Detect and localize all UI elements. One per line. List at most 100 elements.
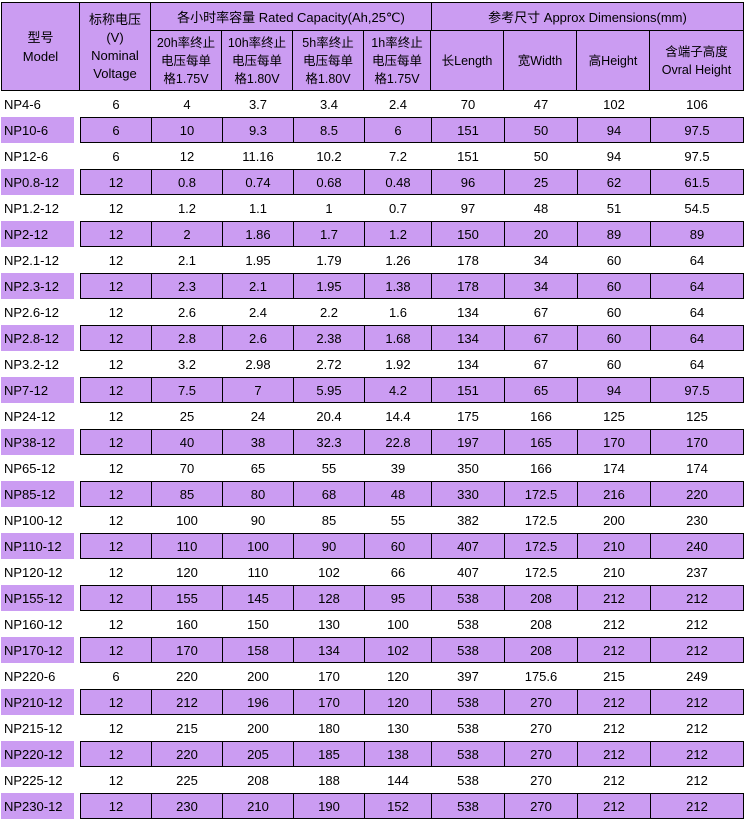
value-cell-overall-height: 64 bbox=[689, 304, 705, 320]
model-label: NP160-12 bbox=[4, 616, 63, 632]
value-cell-capacity-5h: 130 bbox=[318, 616, 340, 632]
table-row: NP110-12 12 110 100 90 60 407 172.5 210 … bbox=[1, 533, 744, 559]
value-cell-capacity-1h: 0.7 bbox=[388, 200, 408, 216]
value-cell-capacity-10h: 11.16 bbox=[242, 148, 274, 164]
value-cell-capacity-20h: 120 bbox=[176, 564, 198, 580]
value-cell-height: 212 bbox=[577, 742, 650, 766]
value-cell-length: 330 bbox=[431, 482, 504, 506]
value-cell-capacity-5h: 0.68 bbox=[293, 170, 364, 194]
model-cell: NP170-12 bbox=[1, 637, 80, 663]
value-cell-width: 67 bbox=[533, 304, 549, 320]
model-label: NP120-12 bbox=[4, 564, 63, 580]
model-label: NP2.1-12 bbox=[4, 252, 59, 268]
value-cell-height: 210 bbox=[577, 534, 650, 558]
value-cell-capacity-20h: 1.2 bbox=[177, 200, 197, 216]
value-cell-overall-height: 212 bbox=[650, 586, 743, 610]
value-cell-overall-height: 237 bbox=[686, 564, 708, 580]
model-cell: NP225-12 bbox=[1, 767, 80, 793]
value-cell-width: 270 bbox=[504, 794, 577, 818]
value-cell-capacity-1h: 120 bbox=[387, 668, 409, 684]
model-cell: NP160-12 bbox=[1, 611, 80, 637]
model-label: NP38-12 bbox=[4, 434, 56, 450]
model-label: NP230-12 bbox=[4, 798, 63, 814]
value-cell-voltage: 12 bbox=[108, 798, 124, 814]
value-cell-length: 151 bbox=[457, 148, 479, 164]
value-cell-capacity-5h: 180 bbox=[318, 720, 340, 736]
value-cell-capacity-10h: 158 bbox=[222, 638, 293, 662]
value-cell-capacity-1h: 60 bbox=[364, 534, 431, 558]
row-values-box: 12 220 205 185 138 538 270 212 212 bbox=[80, 741, 744, 767]
value-cell-capacity-5h: 170 bbox=[318, 668, 340, 684]
value-cell-capacity-10h: 65 bbox=[250, 460, 266, 476]
table-row: NP12-6 6 12 11.16 10.2 7.2 151 50 94 97.… bbox=[1, 143, 744, 169]
value-cell-capacity-5h: 102 bbox=[318, 564, 340, 580]
model-label: NP0.8-12 bbox=[4, 174, 59, 190]
value-cell-height: 102 bbox=[603, 96, 625, 112]
model-cell: NP0.8-12 bbox=[1, 169, 80, 195]
value-cell-length: 151 bbox=[431, 118, 504, 142]
value-cell-capacity-1h: 14.4 bbox=[385, 408, 411, 424]
value-cell-capacity-5h: 20.4 bbox=[316, 408, 342, 424]
table-row: NP215-12 12 215 200 180 130 538 270 212 … bbox=[1, 715, 744, 741]
row-values-box: 12 2.3 2.1 1.95 1.38 178 34 60 64 bbox=[80, 273, 744, 299]
row-values-box: 12 40 38 32.3 22.8 197 165 170 170 bbox=[80, 429, 744, 455]
value-cell-voltage: 12 bbox=[108, 512, 124, 528]
value-cell-capacity-5h: 2.72 bbox=[316, 356, 342, 372]
value-cell-width: 25 bbox=[504, 170, 577, 194]
value-cell-capacity-5h: 170 bbox=[293, 690, 364, 714]
value-cell-capacity-5h: 90 bbox=[293, 534, 364, 558]
model-cell: NP2.1-12 bbox=[1, 247, 80, 273]
value-cell-height: 62 bbox=[577, 170, 650, 194]
value-cell-capacity-5h: 85 bbox=[321, 512, 337, 528]
model-cell: NP220-6 bbox=[1, 663, 80, 689]
value-cell-capacity-5h: 32.3 bbox=[293, 430, 364, 454]
model-label: NP110-12 bbox=[4, 538, 62, 554]
value-cell-width: 172.5 bbox=[504, 482, 577, 506]
value-cell-voltage: 12 bbox=[108, 772, 124, 788]
value-cell-capacity-5h: 1 bbox=[325, 200, 333, 216]
value-cell-capacity-20h: 225 bbox=[176, 772, 198, 788]
row-values-box: 12 2.6 2.4 2.2 1.6 134 67 60 64 bbox=[80, 299, 744, 325]
table-row: NP100-12 12 100 90 85 55 382 172.5 200 2… bbox=[1, 507, 744, 533]
model-cell: NP230-12 bbox=[1, 793, 80, 819]
table-row: NP3.2-12 12 3.2 2.98 2.72 1.92 134 67 60… bbox=[1, 351, 744, 377]
row-values-box: 12 25 24 20.4 14.4 175 166 125 125 bbox=[80, 403, 744, 429]
model-cell: NP210-12 bbox=[1, 689, 80, 715]
value-cell-voltage: 12 bbox=[108, 278, 124, 294]
value-cell-width: 270 bbox=[504, 690, 577, 714]
value-cell-height: 212 bbox=[577, 690, 650, 714]
row-values-box: 6 4 3.7 3.4 2.4 70 47 102 106 bbox=[80, 91, 744, 117]
model-label: NP2-12 bbox=[4, 226, 49, 242]
value-cell-length: 538 bbox=[431, 690, 504, 714]
value-cell-overall-height: 230 bbox=[686, 512, 708, 528]
header-group-approx-dimensions: 参考尺寸 Approx Dimensions(mm) bbox=[432, 3, 743, 31]
value-cell-capacity-10h: 2.1 bbox=[222, 274, 293, 298]
value-cell-capacity-10h: 100 bbox=[222, 534, 293, 558]
value-cell-height: 89 bbox=[577, 222, 650, 246]
value-cell-capacity-1h: 1.6 bbox=[388, 304, 408, 320]
header-cell-nominal-voltage: 标称电压 (V) Nominal Voltage bbox=[80, 3, 151, 90]
value-cell-voltage: 12 bbox=[108, 252, 124, 268]
model-label: NP225-12 bbox=[4, 772, 63, 788]
value-cell-length: 538 bbox=[457, 772, 479, 788]
row-values-box: 12 3.2 2.98 2.72 1.92 134 67 60 64 bbox=[80, 351, 744, 377]
value-cell-capacity-5h: 190 bbox=[293, 794, 364, 818]
row-values-box: 12 1.2 1.1 1 0.7 97 48 51 54.5 bbox=[80, 195, 744, 221]
header-cell-5h-rate: 5h率终止 电压每单 格1.80V bbox=[293, 31, 364, 90]
value-cell-capacity-20h: 10 bbox=[151, 118, 222, 142]
value-cell-height: 212 bbox=[577, 586, 650, 610]
model-cell: NP2.3-12 bbox=[1, 273, 80, 299]
model-label: NP24-12 bbox=[4, 408, 56, 424]
value-cell-height: 212 bbox=[577, 638, 650, 662]
value-cell-capacity-1h: 1.38 bbox=[364, 274, 431, 298]
value-cell-capacity-1h: 2.4 bbox=[388, 96, 408, 112]
value-cell-capacity-20h: 0.8 bbox=[151, 170, 222, 194]
value-cell-length: 134 bbox=[431, 326, 504, 350]
value-cell-capacity-10h: 2.4 bbox=[248, 304, 268, 320]
value-cell-length: 350 bbox=[457, 460, 479, 476]
table-row: NP210-12 12 212 196 170 120 538 270 212 … bbox=[1, 689, 744, 715]
value-cell-voltage: 6 bbox=[112, 96, 120, 112]
value-cell-width: 50 bbox=[504, 118, 577, 142]
value-cell-length: 538 bbox=[431, 742, 504, 766]
model-cell: NP38-12 bbox=[1, 429, 80, 455]
